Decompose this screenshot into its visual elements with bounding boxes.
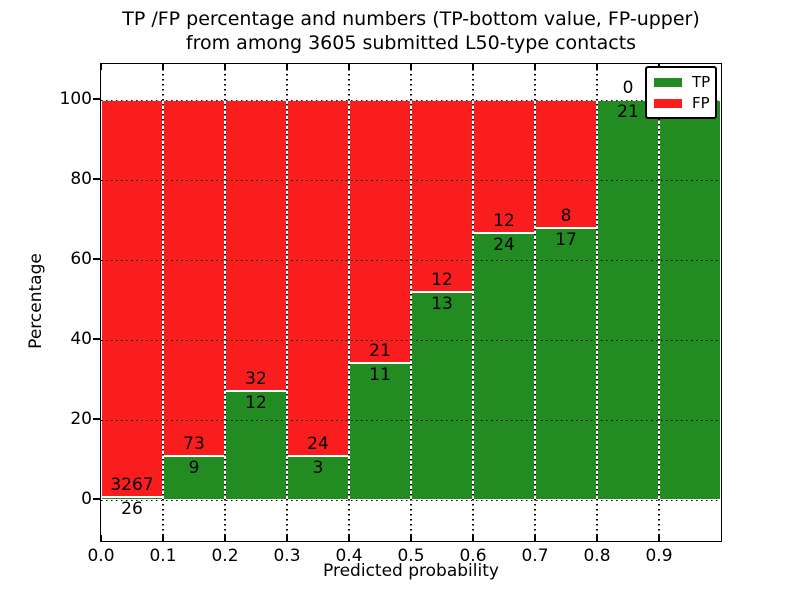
x-tick-mark <box>596 64 598 70</box>
y-tick-mark <box>93 338 100 340</box>
x-tick-mark <box>534 64 536 70</box>
chart-title-line1: TP /FP percentage and numbers (TP-bottom… <box>122 8 700 30</box>
tp-color-swatch <box>654 77 682 87</box>
chart-title: TP /FP percentage and numbers (TP-bottom… <box>100 7 722 55</box>
x-tick-mark <box>410 64 412 70</box>
fp-count-label: 32 <box>245 368 267 389</box>
y-tick-mark <box>93 98 100 100</box>
legend-label-tp: TP <box>692 73 711 91</box>
tp-count-label: 21 <box>617 102 639 122</box>
v-gridline <box>348 64 350 541</box>
v-gridline <box>286 64 288 541</box>
tp-count-label: 12 <box>245 392 267 413</box>
y-tick-mark <box>93 178 100 180</box>
y-tick-mark <box>93 418 100 420</box>
x-tick-label: 0.9 <box>645 546 673 566</box>
y-tick-label: 100 <box>59 89 92 109</box>
fp-count-label: 24 <box>307 433 329 454</box>
x-tick-label: 0.3 <box>273 546 301 566</box>
fp-count-label: 8 <box>560 206 572 226</box>
v-gridline <box>658 64 660 541</box>
x-tick-label: 0.6 <box>459 546 487 566</box>
x-tick-mark <box>162 535 164 541</box>
tp-count-label: 24 <box>493 235 515 256</box>
fp-count-label: 3267 <box>110 474 154 495</box>
v-gridline <box>472 64 474 541</box>
fp-count-label: 21 <box>369 340 391 361</box>
tp-count-label: 26 <box>121 498 143 519</box>
fp-bar-segment <box>287 100 349 456</box>
fp-bar-segment <box>411 100 473 292</box>
fp-bar-segment <box>101 100 163 497</box>
tp-bar-segment <box>597 100 659 500</box>
x-tick-mark <box>286 535 288 541</box>
x-tick-label: 0.4 <box>335 546 363 566</box>
tp-bar-segment <box>659 100 721 500</box>
plot-area: 3267267393212243211112131224817021026 <box>100 63 722 542</box>
fp-count-label: 12 <box>493 211 515 232</box>
x-tick-mark <box>286 64 288 70</box>
x-tick-label: 0.2 <box>211 546 239 566</box>
x-tick-label: 0.8 <box>583 546 611 566</box>
tp-count-label: 9 <box>188 458 200 479</box>
x-tick-mark <box>162 64 164 70</box>
chart-title-line2: from among 3605 submitted L50-type conta… <box>185 32 637 54</box>
x-tick-mark <box>348 535 350 541</box>
fp-bar-segment <box>225 100 287 391</box>
x-tick-label: 0.1 <box>149 546 177 566</box>
legend-item-fp: FP <box>654 94 710 112</box>
y-tick-mark <box>93 498 100 500</box>
y-tick-label: 40 <box>70 329 92 349</box>
legend-item-tp: TP <box>654 73 711 91</box>
x-tick-mark <box>658 535 660 541</box>
v-gridline <box>534 64 536 541</box>
y-axis-label: Percentage <box>26 253 46 349</box>
legend-label-fp: FP <box>692 94 710 112</box>
x-tick-mark <box>410 535 412 541</box>
fp-bar-segment <box>349 100 411 363</box>
fp-count-label: 12 <box>431 270 453 290</box>
v-gridline <box>596 64 598 541</box>
x-tick-mark <box>100 535 102 541</box>
tp-count-label: 11 <box>369 364 391 385</box>
x-tick-label: 0.5 <box>397 546 425 566</box>
x-tick-mark <box>224 535 226 541</box>
tp-bar-segment <box>473 233 535 500</box>
y-tick-label: 80 <box>70 169 92 189</box>
x-axis-label: Predicted probability <box>323 561 499 581</box>
x-tick-label: 0.7 <box>521 546 549 566</box>
tp-count-label: 17 <box>555 230 577 250</box>
legend: TP FP <box>645 66 717 119</box>
x-tick-mark <box>348 64 350 70</box>
fp-bar-segment <box>163 100 225 457</box>
fp-color-swatch <box>654 98 682 108</box>
x-tick-mark <box>224 64 226 70</box>
fp-bar-segment <box>535 100 597 228</box>
x-tick-mark <box>100 64 102 70</box>
x-tick-mark <box>472 535 474 541</box>
tp-count-label: 3 <box>312 457 324 478</box>
v-gridline <box>224 64 226 541</box>
y-tick-label: 60 <box>70 249 92 269</box>
x-tick-mark <box>596 535 598 541</box>
x-tick-mark <box>472 64 474 70</box>
x-tick-mark <box>534 535 536 541</box>
y-tick-mark <box>93 258 100 260</box>
y-tick-label: 0 <box>81 489 92 509</box>
v-gridline <box>162 64 164 541</box>
fp-count-label: 73 <box>183 434 205 455</box>
fp-count-label: 0 <box>622 78 634 98</box>
tp-bar-segment <box>535 228 597 500</box>
x-tick-label: 0.0 <box>87 546 115 566</box>
y-tick-label: 20 <box>70 409 92 429</box>
tp-bar-segment <box>411 292 473 500</box>
tp-count-label: 13 <box>431 294 453 314</box>
v-gridline <box>410 64 412 541</box>
